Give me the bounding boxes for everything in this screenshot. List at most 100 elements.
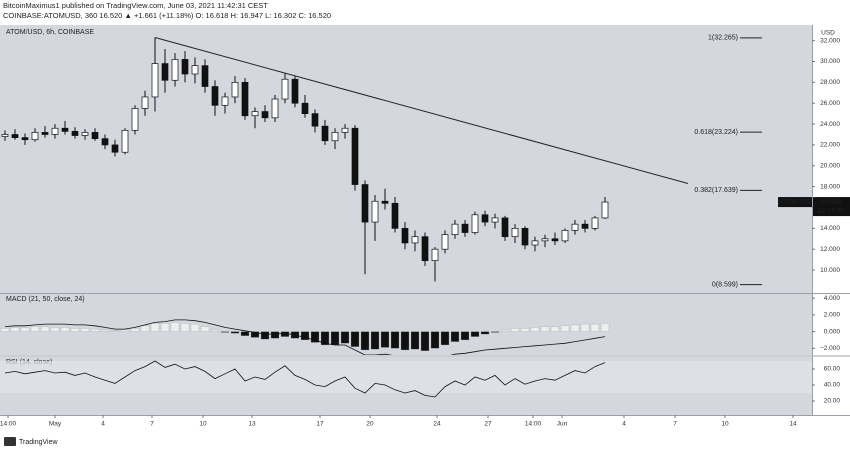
macd-bar xyxy=(430,331,440,349)
macd-bar xyxy=(320,331,330,346)
candle-body xyxy=(31,132,39,141)
macd-bar xyxy=(600,323,610,332)
macd-bar xyxy=(460,331,470,341)
y-tick-label: 32.000 xyxy=(820,37,840,44)
macd-bar xyxy=(350,331,360,347)
macd-bar xyxy=(560,325,570,332)
macd-bar xyxy=(50,327,60,332)
macd-bar xyxy=(550,326,560,332)
candle-body xyxy=(361,184,369,223)
macd-layer xyxy=(0,319,610,355)
y-tick-label: 20.000 xyxy=(820,162,840,169)
macd-bar xyxy=(170,322,180,332)
macd-bar xyxy=(130,328,140,332)
macd-bar xyxy=(240,331,250,336)
candle-body xyxy=(311,113,319,127)
macd-bar xyxy=(150,323,160,332)
candle-body xyxy=(51,127,59,135)
macd-bar xyxy=(370,331,380,350)
macd-bar xyxy=(160,323,170,332)
x-tick-label: 10 xyxy=(199,421,207,428)
symbol-tag xyxy=(778,197,812,208)
y-tick-label: 26.000 xyxy=(820,100,840,107)
macd-bar xyxy=(360,331,370,351)
candle-body xyxy=(421,236,429,262)
candle-body xyxy=(301,102,309,114)
macd-bar xyxy=(510,328,520,332)
candle-body xyxy=(401,227,409,244)
candle-body xyxy=(441,234,449,250)
candle-body xyxy=(491,217,499,223)
y-tick-label: −2.000 xyxy=(820,345,840,352)
macd-bar xyxy=(190,323,200,332)
candle-body xyxy=(281,78,289,100)
macd-bar xyxy=(180,323,190,332)
price-tag xyxy=(813,197,850,217)
candle-body xyxy=(581,223,589,229)
candle-body xyxy=(351,127,359,185)
macd-bar xyxy=(330,331,340,346)
x-tick-label: 20 xyxy=(366,421,374,428)
macd-bar xyxy=(10,327,20,332)
candle-body xyxy=(161,63,169,81)
candle-body xyxy=(451,223,459,235)
candle-body xyxy=(221,96,229,106)
x-tick-label: 17 xyxy=(316,421,324,428)
candle-body xyxy=(151,63,159,98)
fib-label: 0(8.599) xyxy=(712,282,738,289)
candle-body xyxy=(61,127,69,132)
macd-bar xyxy=(270,331,280,339)
x-tick-label: 4 xyxy=(101,421,105,428)
candle-body xyxy=(181,59,189,75)
candle-body xyxy=(291,78,299,104)
macd-bar xyxy=(120,329,130,332)
countdown: 02:17:30 xyxy=(817,208,844,215)
candle-body xyxy=(521,227,529,246)
x-tick-label: 14:00 xyxy=(525,421,542,428)
candle-body xyxy=(41,132,49,135)
candle-body xyxy=(191,65,199,75)
candle-body xyxy=(391,202,399,229)
fib-label: 0.618(23.224) xyxy=(694,129,738,136)
candle-body xyxy=(71,131,79,136)
y-tick-label: 14.000 xyxy=(820,225,840,232)
fib-label: 0.382(17.639) xyxy=(694,187,738,194)
candle-body xyxy=(211,86,219,106)
candle-body xyxy=(571,223,579,231)
candle-body xyxy=(251,111,259,117)
candle-body xyxy=(321,125,329,142)
rsi-band xyxy=(0,361,812,393)
candle-body xyxy=(81,132,89,136)
macd-bar xyxy=(200,326,210,332)
trendline xyxy=(154,37,689,184)
y-tick-label: 0.000 xyxy=(824,328,841,335)
candle-body xyxy=(511,227,519,238)
candle-body xyxy=(1,134,9,137)
y-tick-label: 40.00 xyxy=(824,382,841,389)
candle-body xyxy=(331,132,339,142)
candle-body xyxy=(591,217,599,229)
footer: TradingView xyxy=(19,439,58,446)
fib-label: 1(32.265) xyxy=(708,35,738,42)
rsi-line xyxy=(4,360,606,398)
symbol-tag-label: ATOMUSD xyxy=(778,199,812,206)
macd-bar xyxy=(520,328,530,332)
x-tick-label: Jun xyxy=(557,421,568,428)
macd-bar xyxy=(220,331,230,333)
macd-bar xyxy=(480,331,490,335)
x-tick-label: 4 xyxy=(622,421,626,428)
macd-bar xyxy=(500,329,510,332)
x-tick-label: 7 xyxy=(150,421,154,428)
logo xyxy=(4,437,16,446)
macd-bar xyxy=(100,329,110,332)
x-tick-label: May xyxy=(49,421,62,428)
candle-body xyxy=(231,82,239,98)
price-pane xyxy=(0,25,812,293)
pane-title: ATOM/USD, 6h, COINBASE xyxy=(6,29,94,36)
y-tick-label: 28.000 xyxy=(820,79,840,86)
candle-body xyxy=(11,134,19,138)
y-tick-label: 12.000 xyxy=(820,246,840,253)
candle-body xyxy=(461,223,469,233)
macd-bar xyxy=(420,331,430,351)
currency: USD xyxy=(821,30,835,37)
